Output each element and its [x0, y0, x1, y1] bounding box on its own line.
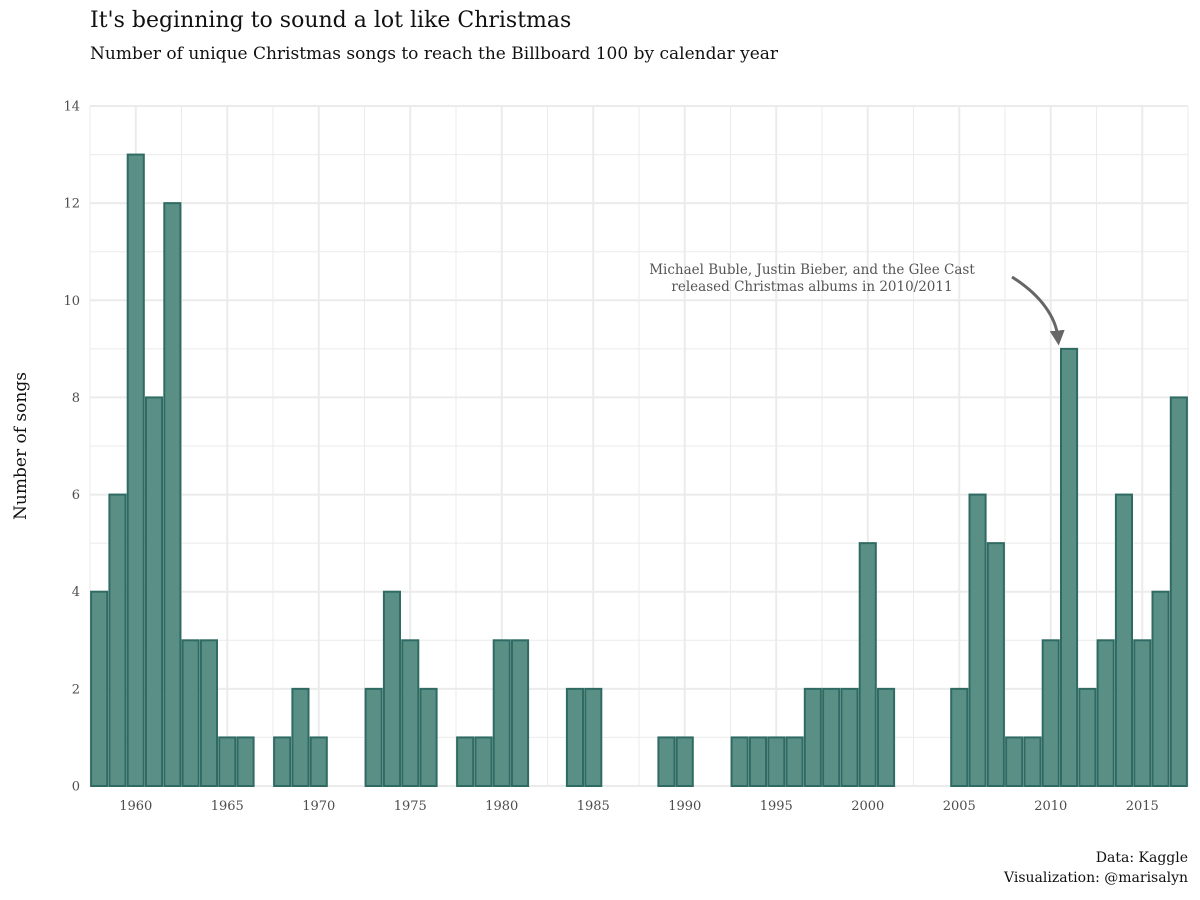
bar-1975 [401, 639, 420, 787]
x-tick-label: 1975 [394, 799, 427, 814]
chart-title: It's beginning to sound a lot like Chris… [90, 8, 572, 33]
caption-credit: Visualization: @marisalyn [1003, 870, 1188, 886]
bar-1968 [273, 736, 292, 787]
bar-2015 [1133, 639, 1152, 787]
chart-subtitle: Number of unique Christmas songs to reac… [90, 44, 779, 64]
bar-1976 [419, 687, 438, 787]
bar-1960 [126, 153, 145, 787]
bar-1964 [199, 639, 218, 787]
x-tick-label: 1990 [668, 799, 701, 814]
x-tick-label: 1965 [211, 799, 244, 814]
y-tick-label: 4 [72, 585, 80, 600]
bar-1962 [163, 202, 182, 787]
bar-2005 [950, 687, 969, 787]
y-tick-label: 0 [72, 780, 80, 795]
bar-2016 [1151, 590, 1170, 788]
bar-1974 [382, 590, 401, 788]
bar-2011 [1060, 347, 1079, 787]
chart-caption: Data: Kaggle Visualization: @marisalyn [1004, 848, 1188, 888]
bar-1958 [90, 590, 109, 788]
bar-2007 [986, 542, 1005, 788]
bar-1997 [803, 687, 822, 787]
x-tick-label: 1995 [760, 799, 793, 814]
bar-1973 [364, 687, 383, 787]
bar-2013 [1096, 639, 1115, 787]
bar-1984 [565, 687, 585, 787]
bar-1966 [236, 736, 255, 787]
bar-1981 [511, 639, 530, 787]
x-tick-label: 2000 [851, 799, 884, 814]
bar-1961 [145, 396, 164, 787]
y-tick-label: 10 [63, 294, 80, 309]
x-tick-label: 2015 [1126, 799, 1159, 814]
bar-1993 [730, 736, 749, 787]
bar-1990 [675, 736, 694, 787]
annotation-line-1: Michael Buble, Justin Bieber, and the Gl… [649, 262, 975, 278]
bar-2000 [858, 542, 877, 788]
x-tick-label: 1985 [577, 799, 610, 814]
bar-1985 [584, 687, 603, 787]
bar-2012 [1078, 687, 1097, 787]
bar-1995 [767, 736, 786, 787]
bar-2001 [877, 687, 896, 787]
bar-1996 [785, 736, 804, 787]
y-axis-label: Number of songs [11, 372, 31, 520]
y-tick-label: 8 [72, 391, 80, 406]
grid-lines [89, 105, 1189, 787]
annotation-line-2: released Christmas albums in 2010/2011 [671, 279, 952, 295]
x-tick-label: 1970 [302, 799, 335, 814]
bar-1999 [840, 687, 859, 787]
bar-1989 [657, 736, 676, 787]
bar-1998 [822, 687, 841, 787]
x-tick-label: 2005 [943, 799, 976, 814]
caption-source: Data: Kaggle [1095, 850, 1188, 866]
annotation-arrow [1011, 275, 1065, 346]
bar-1965 [218, 736, 237, 787]
bar-2010 [1041, 639, 1060, 787]
bar-2006 [968, 493, 987, 787]
bar-1994 [748, 736, 768, 787]
bar-1959 [108, 493, 127, 787]
bar-1970 [309, 736, 328, 787]
x-tick-label: 2010 [1034, 799, 1067, 814]
bar-1969 [291, 687, 310, 787]
y-tick-label: 12 [63, 197, 80, 212]
bars [90, 153, 1188, 788]
bar-1979 [474, 736, 493, 787]
y-tick-label: 6 [72, 488, 80, 503]
bar-2008 [1005, 736, 1024, 787]
bar-2014 [1114, 493, 1134, 787]
bar-2009 [1023, 736, 1042, 787]
axis-ticks: 0 2 4 6 8 10 12 14 1960 1965 1970 1975 1980 1985 1990 1… [63, 100, 1158, 815]
y-tick-label: 2 [72, 682, 80, 697]
bar-1978 [456, 736, 475, 787]
bar-1980 [492, 639, 511, 787]
x-tick-label: 1960 [119, 799, 152, 814]
x-tick-label: 1980 [485, 799, 518, 814]
annotation: Michael Buble, Justin Bieber, and the Gl… [649, 262, 1065, 346]
bar-1963 [181, 639, 200, 787]
y-tick-label: 14 [63, 100, 80, 115]
bar-2017 [1169, 396, 1188, 787]
